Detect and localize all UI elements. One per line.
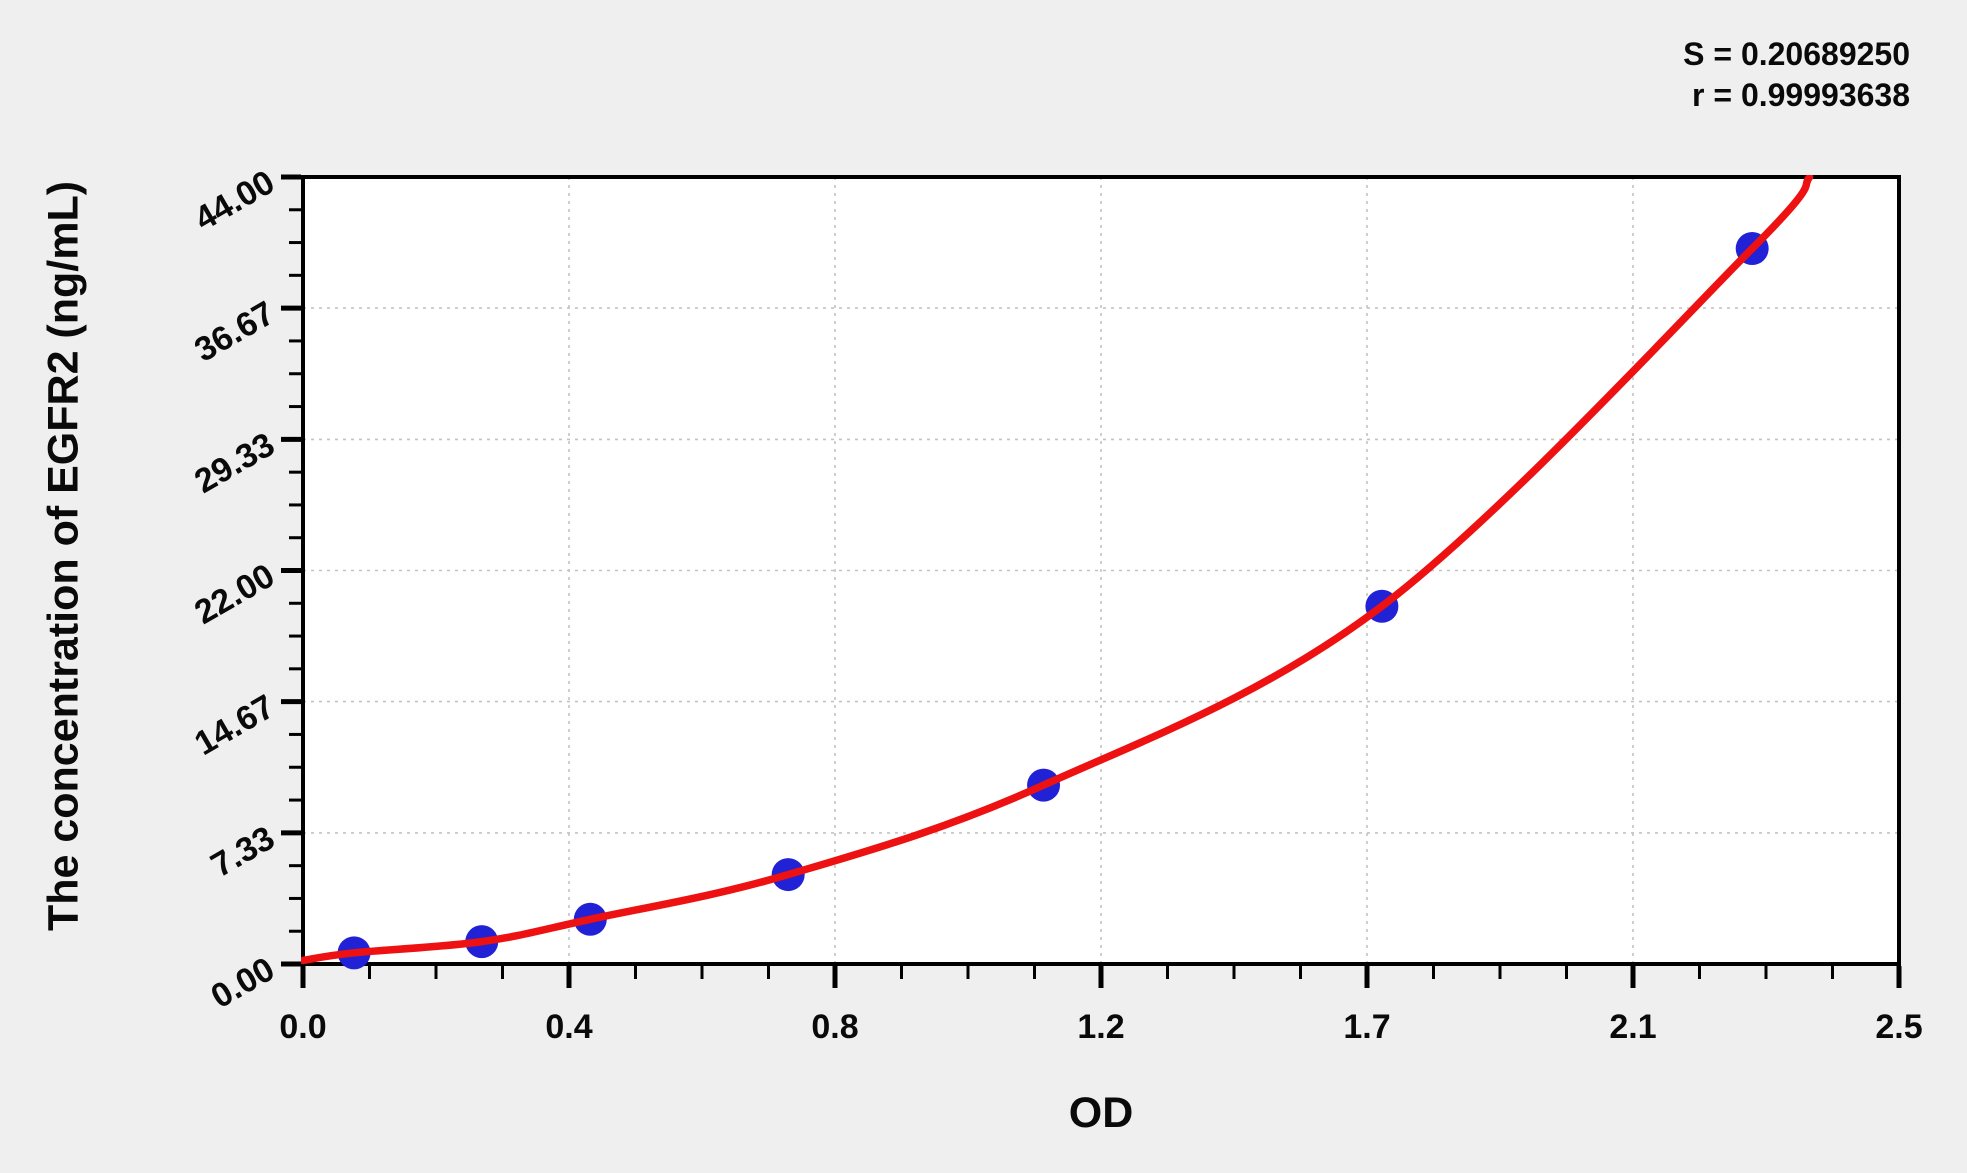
plot-border xyxy=(301,175,1901,966)
s-value: S = 0.20689250 xyxy=(1683,36,1910,72)
y-tick-label: 29.33 xyxy=(188,425,281,500)
y-tick-label: 0.00 xyxy=(205,950,281,1016)
x-tick-label: 0.0 xyxy=(279,1008,326,1046)
y-tick-label: 36.67 xyxy=(188,294,281,369)
fit-stats: S = 0.20689250 r = 0.99993638 xyxy=(1683,34,1910,116)
y-tick-label: 44.00 xyxy=(188,163,281,238)
x-tick-label: 1.7 xyxy=(1343,1008,1390,1046)
x-tick-label: 0.4 xyxy=(545,1008,592,1046)
x-tick-label: 2.5 xyxy=(1875,1008,1922,1046)
x-axis-title: OD xyxy=(1068,1089,1134,1137)
r-value: r = 0.99993638 xyxy=(1692,77,1910,113)
y-tick-label: 22.00 xyxy=(188,557,281,632)
x-tick-label: 0.8 xyxy=(811,1008,858,1046)
fit-curve xyxy=(301,175,1814,965)
x-tick-label: 1.2 xyxy=(1077,1008,1124,1046)
y-tick-label: 14.67 xyxy=(188,688,281,763)
y-tick-label: 7.33 xyxy=(205,819,281,885)
x-tick-label: 2.1 xyxy=(1609,1008,1656,1046)
